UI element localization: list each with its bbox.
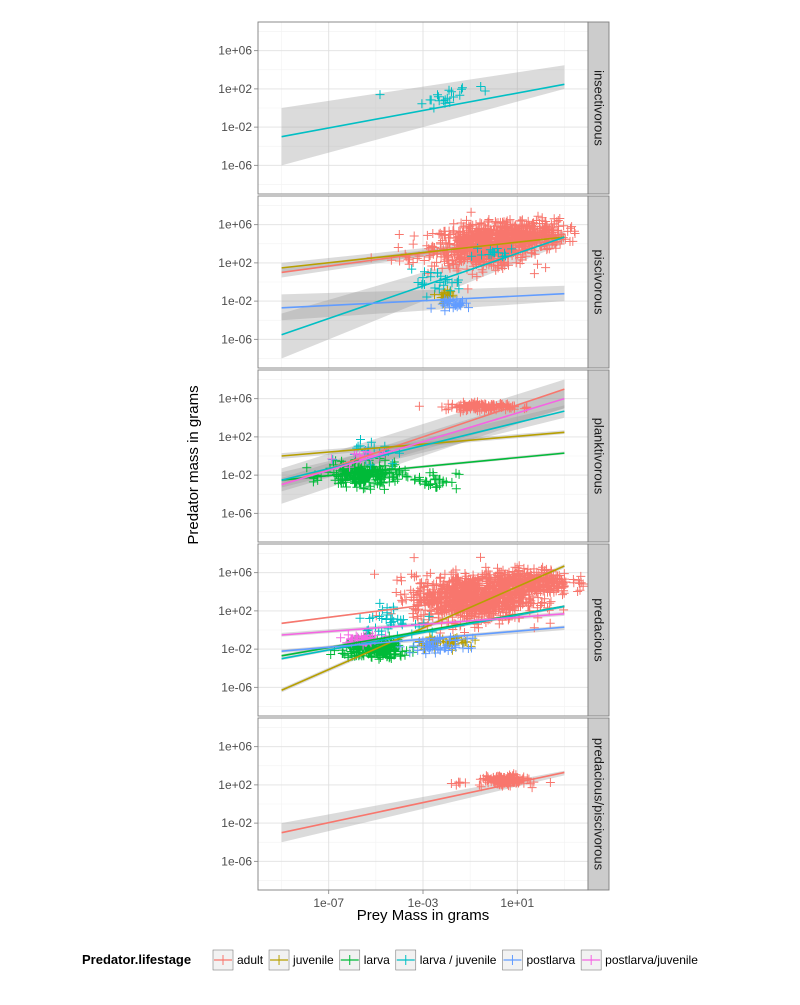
fit-line-postlarva-juvenile — [281, 612, 565, 636]
panel-piscivorous: 1e-06 1e-02 1e+02 1e+06 piscivorous — [218, 195, 610, 369]
x-tick-label: 1e+01 — [500, 896, 534, 910]
legend-item-larva-juvenile: larva / juvenile — [395, 949, 497, 971]
fit-line-adult — [281, 586, 565, 625]
y-tick-label: 1e+06 — [218, 392, 252, 406]
legend-label: adult — [237, 953, 264, 967]
facet-strip — [587, 717, 610, 891]
x-axis: 1e-07 1e-03 1e+01 — [313, 890, 534, 910]
panel-predacious: 1e-06 1e-02 1e+02 1e+06 predacious — [218, 543, 610, 717]
facet-label-insectivorous: insectivorous — [592, 70, 607, 146]
y-tick-label: 1e+06 — [218, 218, 252, 232]
ci-ribbon-larva-juvenile — [281, 65, 565, 166]
x-axis-title: Prey Mass in grams — [357, 907, 490, 924]
y-tick-label: 1e+02 — [218, 256, 252, 270]
legend-label: juvenile — [292, 953, 334, 967]
facet-label-predacious-piscivorous: predacious/piscivorous — [592, 738, 607, 871]
legend-item-postlarva: postlarva — [502, 949, 575, 971]
fit-line-juvenile — [281, 236, 565, 269]
fit-line-postlarva-juvenile — [281, 397, 565, 486]
y-tick-label: 1e-02 — [221, 642, 252, 656]
y-tick-label: 1e+02 — [218, 82, 252, 96]
y-tick-label: 1e+02 — [218, 430, 252, 444]
legend-label: larva — [364, 953, 390, 967]
legend-label: postlarva/juvenile — [605, 953, 698, 967]
fit-line-adult — [281, 771, 565, 834]
y-tick-label: 1e-06 — [221, 506, 252, 520]
fit-line-larva-juvenile — [281, 236, 565, 336]
fit-line-larva — [281, 452, 565, 481]
points-group — [326, 552, 588, 664]
y-tick-label: 1e-06 — [221, 332, 252, 346]
legend-item-juvenile: juvenile — [268, 949, 334, 971]
y-tick-label: 1e-02 — [221, 120, 252, 134]
y-tick-label: 1e-02 — [221, 816, 252, 830]
y-tick-label: 1e+06 — [218, 566, 252, 580]
panel-insectivorous: 1e-06 1e-02 1e+02 1e+06 insectivorous — [218, 21, 610, 195]
points-larva — [302, 453, 464, 494]
fit-line-juvenile — [281, 565, 565, 691]
y-tick-label: 1e+06 — [218, 740, 252, 754]
facet-strip — [587, 195, 610, 369]
y-tick-label: 1e-06 — [221, 854, 252, 868]
facet-strip — [587, 369, 610, 543]
legend-label: postlarva — [526, 953, 575, 967]
legend: Predator.lifestage adult juvenile larva larv… — [82, 949, 698, 971]
fit-line-larva-juvenile — [281, 605, 565, 660]
x-tick-label: 1e-03 — [408, 896, 439, 910]
y-tick-label: 1e-02 — [221, 468, 252, 482]
points-larva-juvenile — [407, 243, 517, 302]
y-tick-label: 1e+06 — [218, 44, 252, 58]
points-group — [366, 207, 580, 316]
legend-item-larva: larva — [339, 949, 390, 971]
y-tick-label: 1e+02 — [218, 778, 252, 792]
y-tick-label: 1e+02 — [218, 604, 252, 618]
fit-line-postlarva — [281, 292, 565, 309]
y-axis-title: Predator mass in grams — [185, 385, 202, 544]
facet-label-piscivorous: piscivorous — [592, 249, 607, 315]
fit-line-adult — [281, 233, 565, 274]
fit-line-larva-juvenile — [281, 83, 565, 138]
legend-label: larva / juvenile — [420, 953, 497, 967]
ci-ribbon-adult — [281, 770, 565, 843]
y-tick-label: 1e-02 — [221, 294, 252, 308]
panel-predacious-piscivorous: 1e-06 1e-02 1e+02 1e+06 predacious/piscivoro… — [218, 717, 610, 891]
legend-item-adult: adult — [212, 949, 264, 971]
facet-strip — [587, 543, 610, 717]
y-tick-label: 1e-06 — [221, 680, 252, 694]
facet-label-planktivorous: planktivorous — [592, 418, 607, 495]
panels-layer: 1e-061e-021e+021e+06insectivorous1e-061e… — [218, 21, 610, 891]
x-tick-label: 1e-07 — [313, 896, 344, 910]
facet-strip — [587, 21, 610, 195]
panel-planktivorous: 1e-06 1e-02 1e+02 1e+06 planktivorous — [218, 369, 610, 543]
fit-line-larva-juvenile — [281, 410, 565, 481]
fit-line-juvenile — [281, 431, 565, 457]
fit-line-postlarva — [281, 626, 565, 653]
y-tick-label: 1e-06 — [221, 158, 252, 172]
ci-ribbon-postlarva — [281, 285, 565, 321]
facet-label-predacious: predacious — [592, 598, 607, 662]
legend-item-postlarva-juvenile: postlarva/juvenile — [580, 949, 698, 971]
legend-title: Predator.lifestage — [82, 952, 191, 967]
